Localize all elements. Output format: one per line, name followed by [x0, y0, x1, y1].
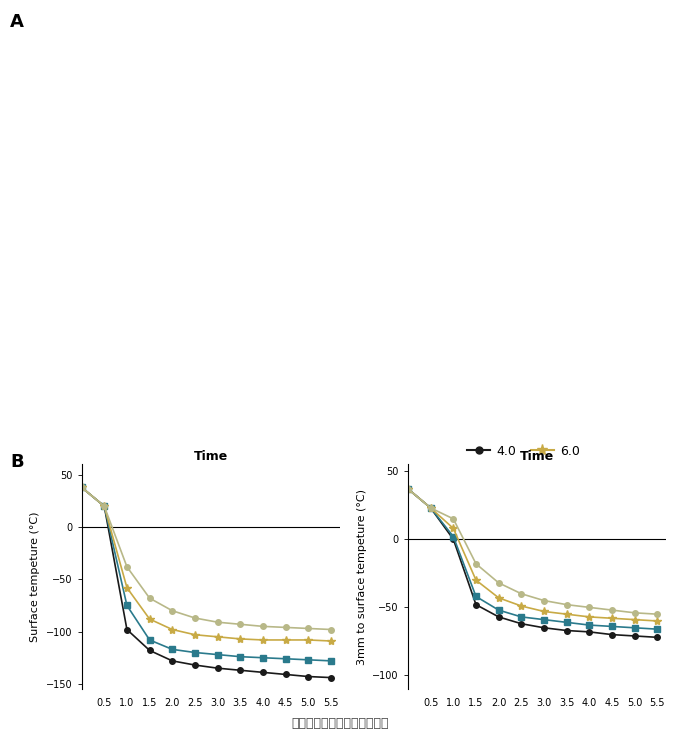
Legend: 4.0, 5.0, 6.0, 7.0: 4.0, 5.0, 6.0, 7.0	[467, 444, 580, 477]
Title: Time: Time	[520, 450, 554, 463]
Y-axis label: 3mm to surface tempeture (°C): 3mm to surface tempeture (°C)	[357, 489, 367, 664]
Text: A: A	[10, 13, 24, 31]
Title: Time: Time	[194, 450, 228, 463]
Y-axis label: Surface tempeture (°C): Surface tempeture (°C)	[31, 512, 40, 642]
Text: B: B	[10, 453, 24, 471]
Text: （难治性高血压消融原理图）: （难治性高血压消融原理图）	[291, 718, 389, 730]
